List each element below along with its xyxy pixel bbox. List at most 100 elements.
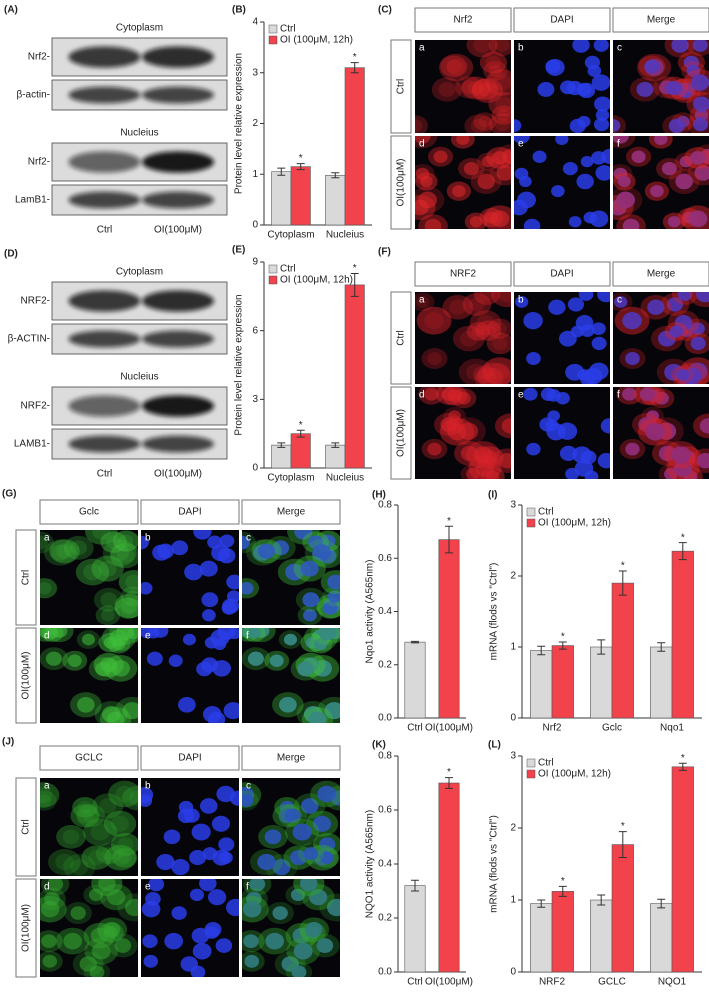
bar	[438, 782, 460, 973]
micrograph-tile: a	[415, 40, 511, 133]
bar	[590, 899, 613, 973]
nuclear-stain	[696, 292, 709, 303]
nuclear-stain	[120, 601, 136, 615]
nucleus	[226, 574, 239, 590]
cytoplasm	[114, 597, 138, 619]
nucleus	[302, 609, 317, 622]
column-header: Nrf2	[454, 15, 473, 26]
nucleus	[216, 785, 235, 803]
nuclear-stain	[128, 790, 138, 806]
bar	[344, 67, 365, 226]
section-title: Cytoplasm	[116, 23, 163, 34]
nuclear-stain	[320, 534, 336, 548]
nuclear-stain	[420, 175, 433, 188]
nuclear-stain	[317, 785, 336, 803]
nuclear-stain	[665, 80, 682, 96]
column-header: Gclc	[79, 507, 99, 518]
nuclear-stain	[693, 96, 709, 112]
nuclear-stain	[427, 352, 442, 365]
tile-letter: f	[246, 631, 249, 642]
nucleus	[189, 888, 204, 902]
micrograph-tile: f	[613, 387, 709, 479]
significance: *	[447, 767, 451, 778]
row-header-box	[390, 386, 412, 480]
nucleus	[290, 850, 308, 866]
nucleus	[694, 109, 709, 122]
x-tick-label: Nucleius	[326, 230, 364, 241]
row-header: Ctrl	[396, 330, 407, 346]
nucleus	[526, 442, 541, 456]
error-bar	[678, 762, 687, 771]
row-header-box	[390, 291, 412, 385]
cytoplasm	[49, 539, 80, 564]
cytoplasm	[488, 91, 511, 117]
cytoplasm	[70, 804, 100, 828]
cytoplasm	[104, 844, 137, 871]
nucleus	[171, 858, 190, 876]
nucleus	[226, 590, 239, 603]
row-header: OI(100μM)	[21, 652, 32, 700]
y-tick-label: 1	[252, 169, 258, 180]
column-header: DAPI	[178, 753, 201, 764]
y-axis-label: mRNA (flods vs "Ctrl")	[489, 563, 500, 661]
lane-label: OI(100μM)	[154, 225, 202, 236]
nuclear-stain	[294, 530, 313, 540]
nucleus	[692, 40, 708, 52]
cytoplasm	[56, 824, 86, 849]
nuclear-stain	[242, 581, 254, 595]
nucleus	[519, 175, 532, 188]
legend-label: Ctrl	[280, 24, 296, 35]
nuclear-stain	[300, 879, 318, 892]
tile-letter: d	[44, 631, 50, 642]
nuclear-stain	[297, 661, 314, 677]
cytoplasm	[91, 555, 124, 582]
tile-letter: f	[617, 139, 620, 150]
nucleus	[319, 851, 334, 864]
bar	[344, 284, 365, 469]
nuclear-stain	[622, 218, 640, 229]
y-tick-label: 0	[510, 713, 516, 724]
cytoplasm	[488, 113, 511, 133]
nuclear-stain	[249, 879, 266, 892]
x-tick-label: GCLC	[598, 977, 626, 988]
nucleus	[300, 798, 319, 814]
error-bar	[657, 898, 666, 909]
nucleus	[594, 96, 610, 112]
nucleus	[327, 574, 340, 590]
nucleus	[676, 368, 689, 381]
nuclear-stain	[116, 547, 135, 564]
tile-letter: b	[518, 295, 524, 306]
nucleus	[567, 297, 584, 312]
row-header: OI(100μM)	[396, 409, 407, 457]
blot-band	[142, 151, 214, 173]
nucleus	[677, 292, 693, 301]
nucleus	[272, 540, 290, 556]
tile-background	[415, 40, 511, 133]
micrograph-tile: e	[141, 879, 239, 977]
legend-swatch	[268, 35, 278, 45]
nuclear-stain	[631, 150, 646, 163]
nuclear-stain	[438, 81, 456, 97]
micrograph-tile: e	[514, 136, 610, 229]
column-header-box	[414, 261, 512, 287]
x-tick-label: Ctrl	[407, 723, 423, 734]
nucleus	[669, 325, 683, 338]
cytoplasm	[479, 51, 507, 74]
micrograph-tile: c	[242, 778, 340, 876]
cytoplasm	[40, 782, 60, 808]
nucleus	[523, 312, 543, 330]
nucleus	[294, 530, 313, 540]
nucleus	[300, 560, 319, 577]
nucleus	[574, 460, 594, 477]
bar	[650, 903, 673, 973]
nuclear-stain	[490, 210, 510, 228]
cytoplasm	[40, 578, 58, 599]
y-axis-label: NQO1 activity (A565nm)	[365, 810, 376, 918]
error-bar	[597, 894, 606, 906]
nucleus	[242, 794, 254, 807]
nuclear-stain	[290, 850, 308, 866]
cytoplasm	[421, 348, 448, 369]
nuclear-stain	[103, 921, 121, 937]
cytoplasm	[95, 843, 123, 865]
nuclear-stain	[327, 574, 340, 590]
